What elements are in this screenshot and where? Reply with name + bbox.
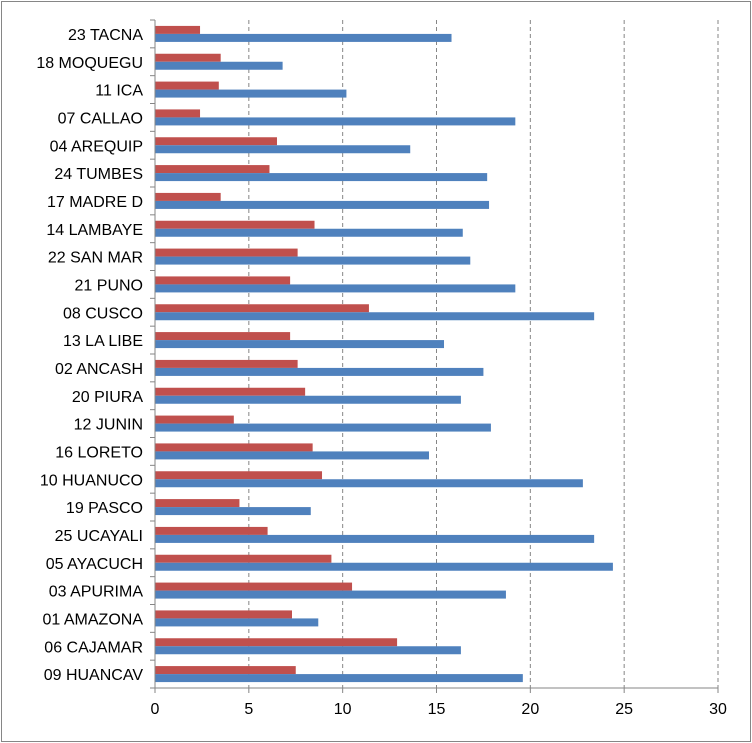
bar	[155, 534, 595, 543]
bar	[155, 499, 240, 508]
bar	[155, 638, 398, 647]
bar	[155, 471, 323, 480]
axes	[150, 19, 719, 693]
category-label: 21 PUNO	[75, 277, 143, 294]
bar	[155, 507, 311, 516]
bar	[155, 33, 452, 42]
bar	[155, 479, 583, 488]
bar	[155, 304, 369, 313]
bar	[155, 443, 313, 452]
bar	[155, 618, 319, 627]
category-label: 13 LA LIBE	[63, 333, 143, 350]
category-label: 06 CAJAMAR	[44, 639, 143, 656]
bar	[155, 192, 221, 201]
bar	[155, 220, 315, 229]
bar	[155, 81, 219, 90]
bar	[155, 312, 595, 321]
bar	[155, 451, 429, 460]
bar	[155, 145, 411, 154]
x-tick-label: 25	[615, 701, 633, 718]
bar	[155, 228, 463, 237]
x-tick-label: 30	[709, 701, 727, 718]
bar	[155, 165, 270, 174]
bar	[155, 387, 306, 396]
category-label: 09 HUANCAV	[44, 667, 144, 684]
bar	[155, 554, 332, 563]
x-tick-label: 15	[428, 701, 446, 718]
category-label: 23 TACNA	[68, 27, 143, 44]
bar	[155, 248, 298, 257]
category-label: 08 CUSCO	[63, 305, 143, 322]
category-label: 16 LORETO	[55, 444, 143, 461]
bar	[155, 284, 516, 293]
bar	[155, 367, 484, 376]
x-tick-label: 20	[521, 701, 539, 718]
bar	[155, 610, 292, 619]
bar	[155, 526, 268, 535]
bar	[155, 423, 491, 432]
bar	[155, 53, 221, 62]
bar	[155, 117, 516, 126]
category-label: 07 CALLAO	[58, 110, 143, 127]
bar	[155, 359, 298, 368]
category-labels: 23 TACNA 18 MOQUEGU 11 ICA 07 CALLAO 04 AREQ…	[36, 27, 143, 684]
category-label: 04 AREQUIP	[50, 138, 143, 155]
bar	[155, 395, 461, 404]
bar	[155, 276, 291, 285]
category-label: 01 AMAZONA	[43, 611, 144, 628]
bar	[155, 256, 471, 265]
x-tick-label: 0	[151, 701, 160, 718]
bar	[155, 61, 283, 70]
category-label: 18 MOQUEGU	[36, 55, 143, 72]
category-label: 02 ANCASH	[55, 361, 143, 378]
category-label: 12 JUNIN	[74, 417, 143, 434]
bar	[155, 137, 277, 146]
gridlines	[248, 20, 719, 688]
x-tick-labels: 0 5 10 15 20 25 30	[151, 701, 727, 718]
category-label: 17 MADRE D	[47, 194, 143, 211]
bar	[155, 332, 291, 341]
category-label: 24 TUMBES	[54, 166, 143, 183]
category-label: 03 APURIMA	[49, 584, 144, 601]
bar	[155, 674, 523, 683]
category-label: 05 AYACUCH	[46, 556, 143, 573]
bar	[155, 582, 353, 591]
bar	[155, 340, 445, 349]
bar	[155, 666, 296, 675]
bar	[155, 89, 347, 98]
x-tick-label: 5	[244, 701, 253, 718]
category-label: 14 LAMBAYE	[46, 222, 143, 239]
category-label: 19 PASCO	[66, 500, 143, 517]
bar	[155, 562, 613, 571]
bars	[155, 25, 613, 683]
bar	[155, 590, 506, 599]
bar	[155, 173, 488, 182]
bar	[155, 109, 201, 118]
category-label: 20 PIURA	[72, 389, 143, 406]
x-tick-label: 10	[334, 701, 352, 718]
bar	[155, 646, 461, 655]
bar	[155, 25, 201, 34]
bar	[155, 200, 490, 209]
category-label: 10 HUANUCO	[40, 472, 143, 489]
category-label: 11 ICA	[95, 83, 143, 100]
bar	[155, 415, 234, 424]
category-label: 22 SAN MAR	[48, 250, 143, 267]
category-label: 25 UCAYALI	[55, 528, 143, 545]
